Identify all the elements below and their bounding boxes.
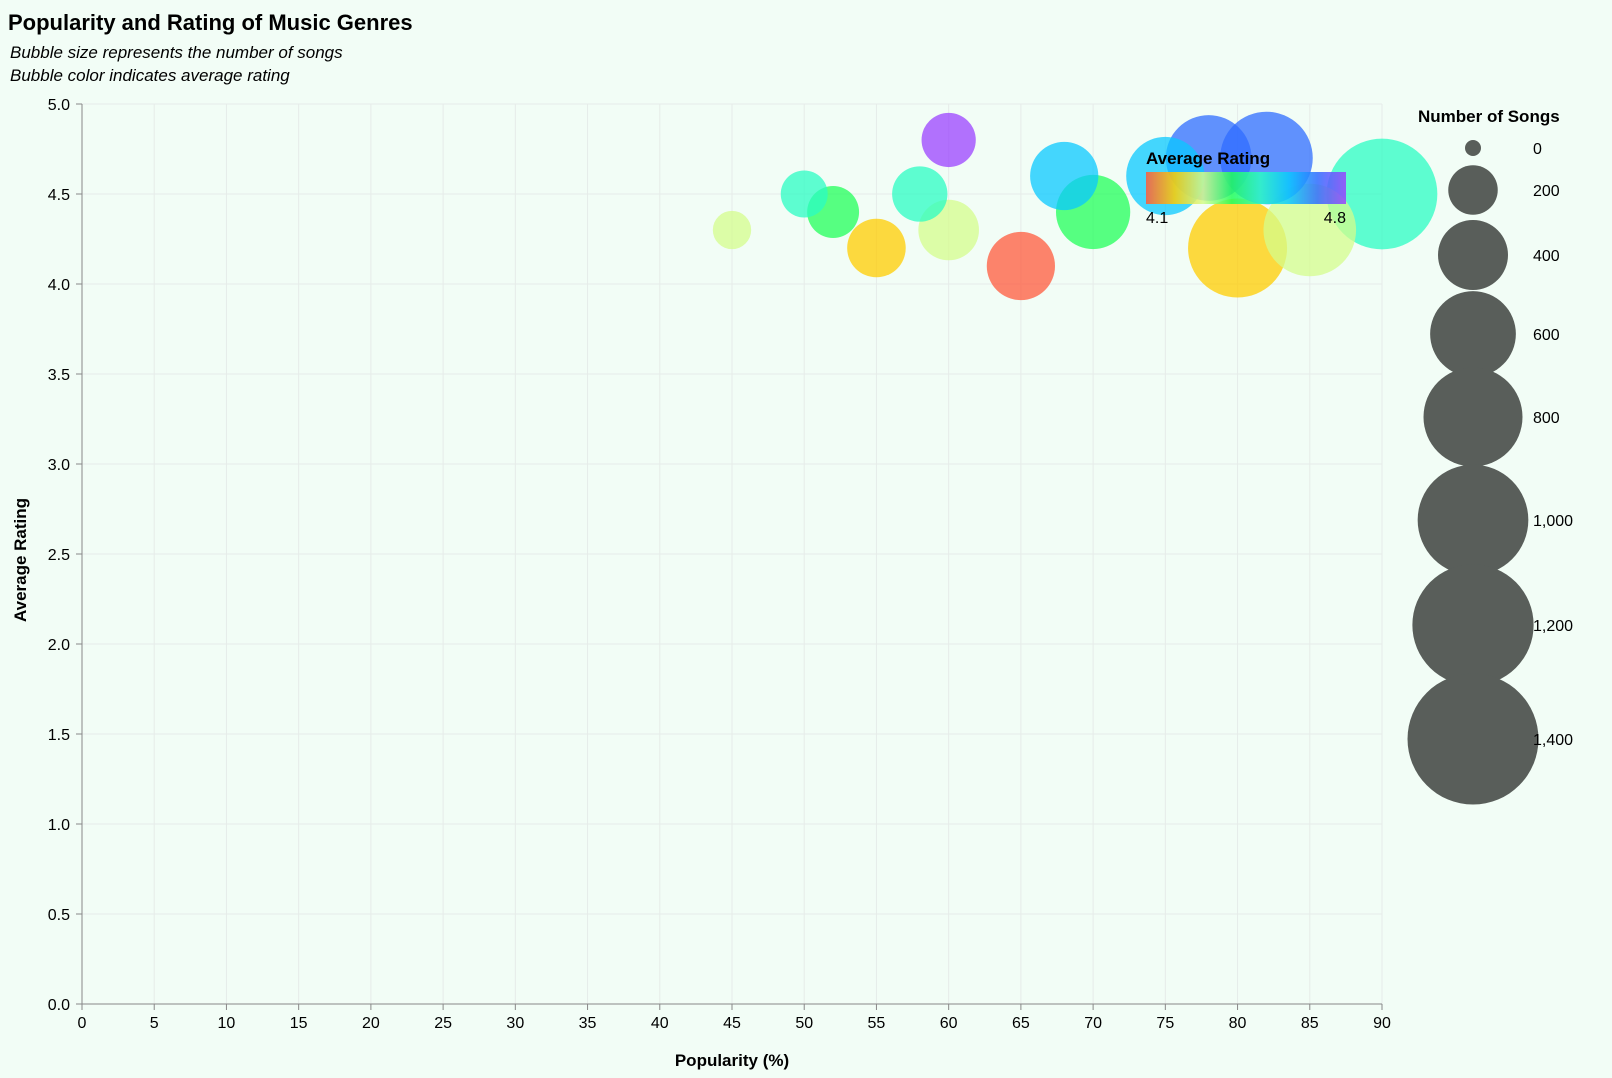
y-tick-label: 4.5 [48,187,70,204]
size-legend-label: 1,000 [1533,513,1573,530]
color-legend-max-label: 4.8 [1324,210,1346,227]
bubbles [712,111,1438,301]
bubble [986,231,1056,301]
x-tick-label: 70 [1084,1015,1102,1032]
x-tick-label: 5 [150,1015,159,1032]
y-tick-label: 3.0 [48,457,70,474]
bubble [892,166,948,222]
y-tick-label: 0.5 [48,907,70,924]
x-tick-label: 40 [651,1015,669,1032]
chart-subtitle-line-2: Bubble color indicates average rating [10,66,290,85]
size-legend-circle [1423,367,1523,467]
bubble [1188,198,1288,298]
color-legend-title: Average Rating [1146,149,1270,168]
size-legend-label: 200 [1533,183,1560,200]
y-tick-label: 3.5 [48,367,70,384]
size-legend-label: 600 [1533,327,1560,344]
x-tick-label: 55 [868,1015,886,1032]
size-legend-circle [1417,464,1529,576]
size-legend-circle [1465,140,1481,156]
axes: 0 5 10 15 20 25 30 35 40 45 50 55 60 65 70 75 80 85 90 0.0 0… [48,97,1391,1032]
x-tick-label: 80 [1229,1015,1247,1032]
bubble [847,218,906,278]
x-tick-label: 45 [723,1015,741,1032]
size-legend-circle [1430,291,1516,377]
x-tick-label: 35 [579,1015,597,1032]
y-axis-title: Average Rating [11,498,30,622]
bubble [921,112,976,168]
x-tick-label: 30 [506,1015,524,1032]
bubble [1030,141,1099,211]
chart-subtitle-line-1: Bubble size represents the number of son… [10,43,343,62]
y-tick-label: 4.0 [48,277,70,294]
size-legend-circle [1438,220,1508,290]
size-legend-circle [1412,564,1534,686]
x-tick-label: 10 [218,1015,236,1032]
color-legend-min-label: 4.1 [1146,210,1168,227]
size-legend-label: 1,400 [1533,732,1573,749]
x-axis-title: Popularity (%) [675,1051,789,1070]
x-tick-label: 20 [362,1015,380,1032]
bubble [1263,183,1357,277]
size-legend: Number of Songs 0 200 400 600 800 1,000 1,200 1,… [1407,107,1573,805]
x-tick-label: 50 [795,1015,813,1032]
x-tick-label: 85 [1301,1015,1319,1032]
bubble [780,170,828,218]
x-tick-label: 60 [940,1015,958,1032]
color-gradient-bar [1146,172,1346,204]
size-legend-circle [1448,165,1498,215]
bubble [712,210,752,250]
x-tick-label: 25 [434,1015,452,1032]
x-tick-label: 65 [1012,1015,1030,1032]
chart-title: Popularity and Rating of Music Genres [8,10,413,35]
y-tick-label: 5.0 [48,97,70,114]
y-tick-label: 1.5 [48,727,70,744]
y-tick-label: 0.0 [48,997,70,1014]
size-legend-label: 400 [1533,248,1560,265]
x-tick-label: 0 [78,1015,87,1032]
size-legend-circle [1407,673,1539,805]
y-tick-label: 1.0 [48,817,70,834]
color-legend: Average Rating 4.1 4.8 [1146,149,1346,227]
size-legend-title: Number of Songs [1418,107,1560,126]
x-tick-label: 75 [1156,1015,1174,1032]
y-tick-label: 2.0 [48,637,70,654]
x-tick-label: 90 [1373,1015,1391,1032]
size-legend-label: 800 [1533,410,1560,427]
x-tick-label: 15 [290,1015,308,1032]
size-legend-label: 0 [1533,141,1542,158]
size-legend-label: 1,200 [1533,618,1573,635]
y-tick-label: 2.5 [48,547,70,564]
